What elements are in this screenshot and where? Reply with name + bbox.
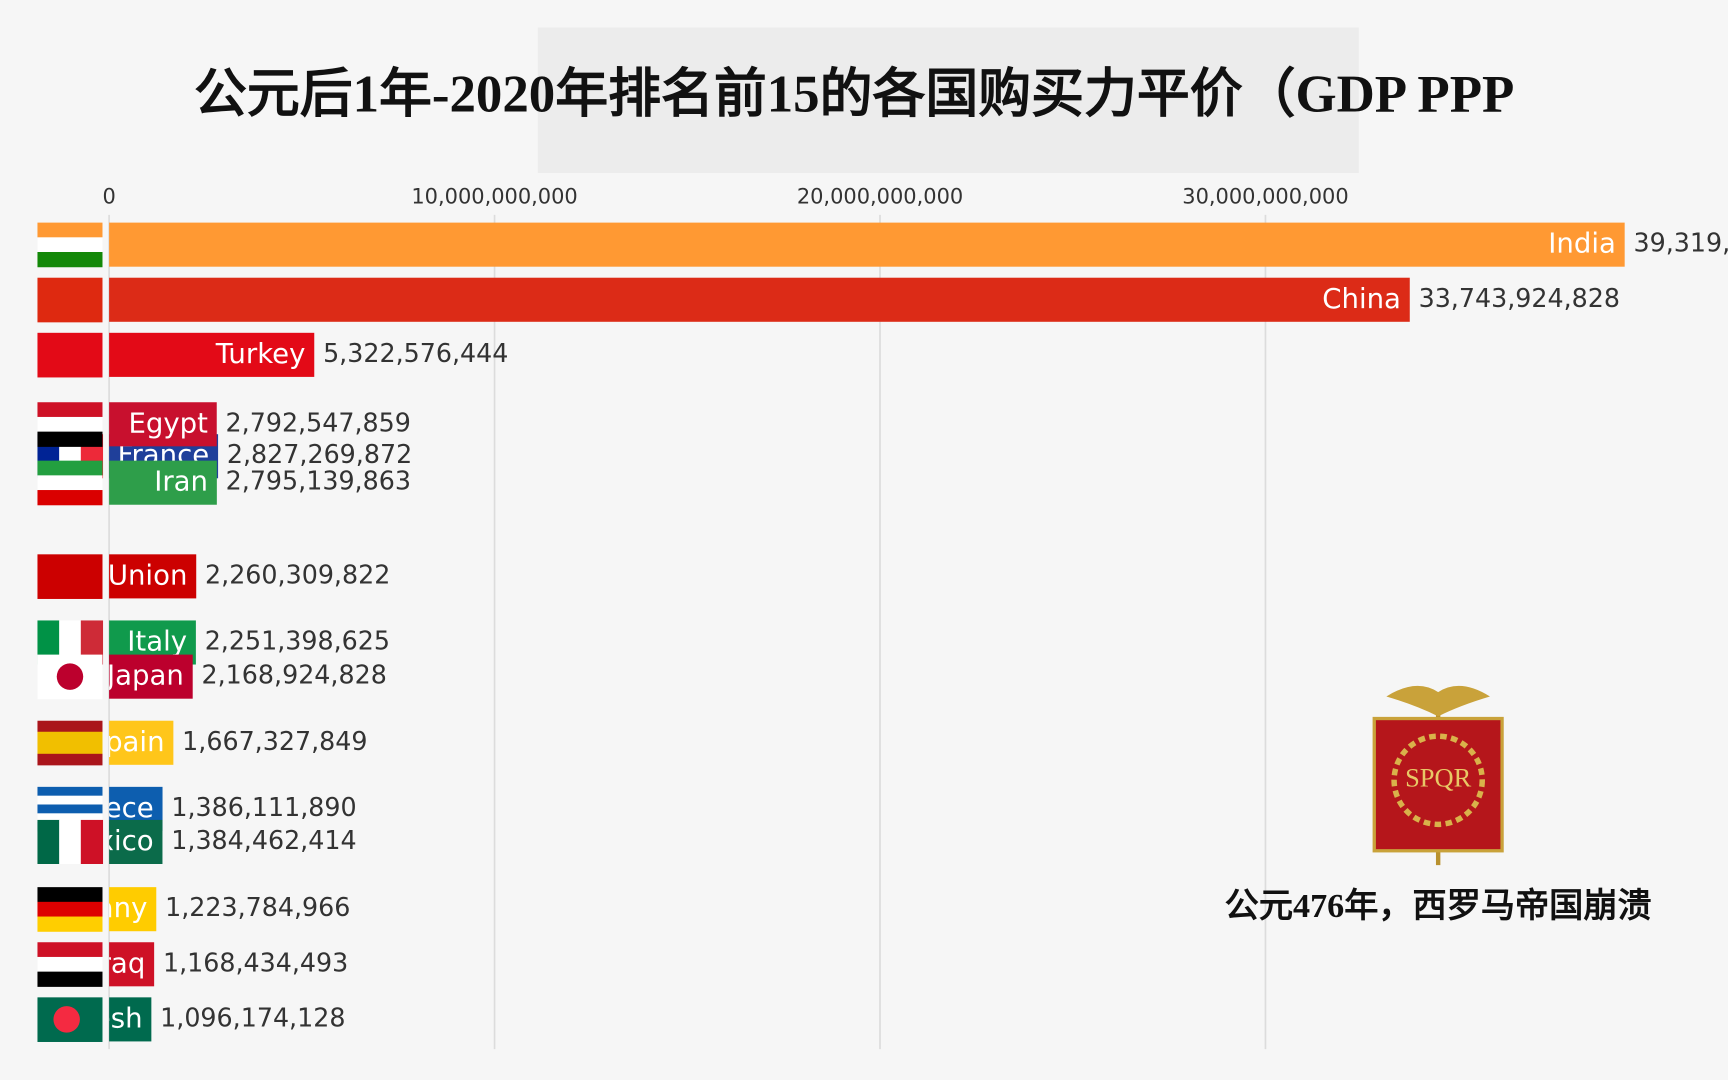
bar-name: any [97, 892, 148, 924]
bar-name: Iran [154, 466, 208, 498]
bar [109, 819, 163, 864]
flag-stripe [37, 554, 103, 599]
annotation: 公元476年，西罗马帝国崩溃 [1225, 887, 1652, 925]
value-label: 1,168,434,493 [163, 947, 348, 977]
emblem-banner [1372, 716, 1504, 853]
value-label: 2,260,309,822 [205, 559, 390, 589]
bar-name: China [1322, 283, 1401, 315]
flag-stripe [37, 804, 103, 814]
emblem-eagle [1386, 685, 1490, 717]
flag-stripe [37, 490, 103, 506]
flag-stripe [80, 819, 104, 864]
value-label: 1,223,784,966 [165, 892, 350, 922]
flag-stripe [80, 620, 104, 665]
flag-stripe [59, 819, 82, 864]
bar-name: xico [98, 825, 154, 857]
value-label: 1,667,327,849 [182, 726, 367, 756]
flag-stripe [37, 819, 60, 864]
value-label: 5,322,576,444 [323, 338, 508, 368]
flag-stripe [37, 416, 103, 433]
bar-name: pain [105, 726, 164, 758]
flag-stripe [37, 402, 103, 418]
flag-stripe [37, 252, 103, 268]
x-tick-label: 20,000,000,000 [797, 184, 963, 208]
bars: India 39,319,4 China 33,743,924,828 Turkey 5,… [94, 222, 1728, 1042]
flag-stripe [37, 786, 103, 797]
bar-name: India [1548, 228, 1616, 260]
emblem-wreath [1391, 733, 1485, 828]
bar-name: esh [94, 1002, 143, 1034]
flag-stripe [37, 916, 103, 932]
x-tick-label: 0 [102, 184, 115, 208]
flag-stripe [37, 742, 103, 755]
flag-stripe [37, 237, 103, 253]
flag-stripe [37, 332, 103, 378]
value-label: 33,743,924,828 [1419, 283, 1620, 313]
bar-name: Union [108, 559, 188, 591]
flag-stripe [37, 475, 103, 491]
flag-stripe [37, 222, 103, 238]
flag-stripe [37, 720, 103, 733]
flag-emblem [56, 663, 84, 690]
value-label: 39,319,4 [1633, 228, 1728, 258]
flag-stripe [37, 956, 103, 973]
flag-stripe [37, 901, 103, 918]
bar [109, 277, 1410, 322]
bar [109, 554, 197, 599]
emblem: SPQR [1372, 685, 1504, 866]
value-label: 2,795,139,863 [226, 466, 411, 496]
flag-stripe [37, 277, 103, 323]
value-label: 1,386,111,890 [171, 792, 356, 822]
value-label: 1,096,174,128 [160, 1002, 345, 1032]
bar [109, 654, 193, 699]
value-label: 1,384,462,414 [171, 825, 356, 855]
flag-stripe [37, 887, 103, 903]
flag-stripe [37, 942, 103, 958]
grid: 0 10,000,000,000 20,000,000,000 30,000,000,… [102, 184, 1349, 1050]
bar [109, 402, 217, 447]
bar-name: Turkey [215, 338, 306, 370]
flag-stripe [37, 971, 103, 987]
bar [109, 887, 157, 932]
x-tick-label: 10,000,000,000 [411, 184, 577, 208]
title-backdrop [537, 27, 1359, 174]
value-label: 2,792,547,859 [226, 407, 411, 437]
value-label: 2,827,269,872 [227, 439, 412, 469]
x-tick-label: 30,000,000,000 [1182, 184, 1348, 208]
flag-stripe [37, 731, 103, 744]
flag-stripe [59, 620, 82, 665]
flag-stripe [37, 753, 103, 766]
bar [109, 332, 315, 377]
bar-name: Japan [105, 660, 184, 692]
bar-name: raq [100, 947, 146, 979]
flag-emblem [53, 1006, 80, 1033]
value-label: 2,251,398,625 [205, 625, 390, 655]
bar-name: Italy [127, 625, 187, 657]
bar [109, 460, 217, 505]
chart-title: 公元后1年-2020年排名前15的各国购买力平价（GDP PPP [194, 63, 1514, 123]
flag-stripe [37, 431, 103, 447]
flag-stripe [37, 460, 103, 476]
flag-stripe [37, 620, 60, 665]
value-label: 2,168,924,828 [202, 660, 387, 690]
emblem-text: SPQR [1405, 762, 1471, 792]
bar-name: ece [105, 792, 154, 824]
bar [109, 997, 152, 1042]
bar [109, 942, 155, 987]
bar [109, 222, 1625, 267]
bar [109, 720, 174, 765]
flag-stripe [37, 813, 103, 823]
flag-stripe [37, 795, 103, 806]
bar-name: Egypt [128, 407, 208, 439]
flags [37, 222, 104, 1042]
